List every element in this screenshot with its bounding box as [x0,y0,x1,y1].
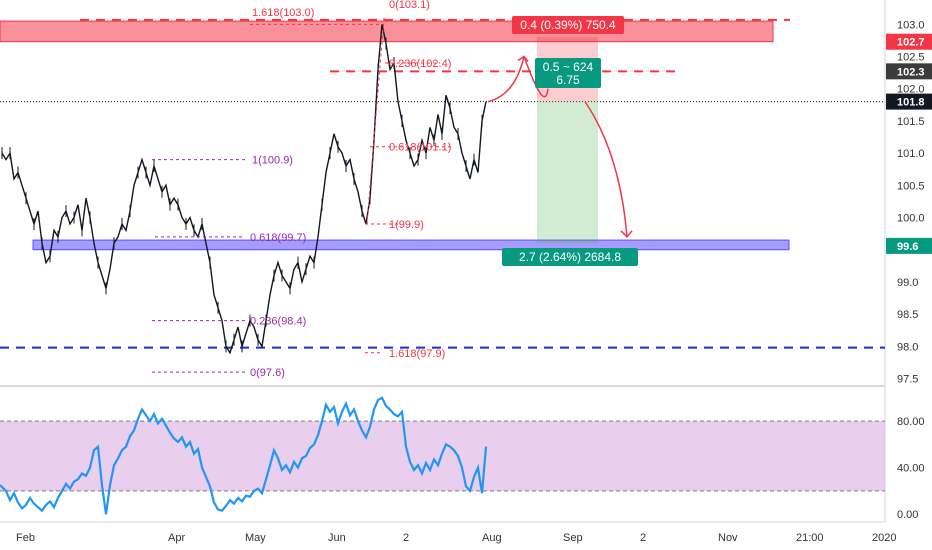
stop-label-text: 0.4 (0.39%) 750.4 [520,18,616,32]
fib-label: 0.618(99.7) [250,232,306,244]
x-tick-label: Jun [328,532,346,544]
fib-label: 1(100.9) [252,155,293,167]
y-tick-label: 99.0 [897,277,918,289]
x-tick-label: 2 [403,532,409,544]
x-tick-label: Apr [168,532,185,544]
arrow-head [620,230,633,238]
fib-trend-line [366,17,385,225]
price-badge [886,63,932,80]
entry-label-text: 6.75 [556,73,580,87]
x-tick-label: Feb [16,532,35,544]
price-series-line [1,24,487,355]
fib-label: 0.236(102.4) [389,58,451,70]
price-badge-label: 99.6 [897,241,918,253]
price-badge-label: 102.3 [897,66,925,78]
target-label-box [502,248,638,266]
y-tick-label: 100.0 [897,213,925,225]
y-tick-label: 102.0 [897,84,925,96]
y-tick-label: 98.0 [897,341,918,353]
oscillator-tick-label: 0.00 [897,509,918,521]
x-tick-label: 2 [640,532,646,544]
price-badge [886,33,932,50]
fib-label: 1.618(103.0) [252,7,314,19]
x-tick-label: Sep [563,532,583,544]
entry-label-box [535,58,601,88]
target-label-text: 2.7 (2.64%) 2684.8 [519,250,621,264]
x-tick-label: May [245,532,266,544]
y-tick-label: 103.0 [897,19,925,31]
y-tick-label: 100.5 [897,180,925,192]
price-badge [886,93,932,110]
oscillator-band [0,421,885,491]
position-target-area [537,101,598,244]
oscillator-series-line [0,396,488,515]
x-tick-label: 21:00 [796,532,824,544]
y-tick-label: 98.5 [897,309,918,321]
fib-label: 0(103.1) [389,0,430,11]
x-tick-label: Aug [482,532,502,544]
price-badge-label: 101.8 [897,97,925,109]
projection-arrow [584,101,628,237]
y-tick-label: 97.5 [897,374,918,386]
arrow-head [517,55,529,62]
oscillator-tick-label: 80.00 [897,416,925,428]
y-tick-label: 101.5 [897,116,925,128]
fib-label: 0.236(98.4) [250,316,306,328]
y-tick-label: 101.0 [897,148,925,160]
projection-arrow [523,56,549,98]
projection-arrow [487,56,525,103]
fib-label: 0.618(101.1) [389,142,451,154]
x-tick-label: 2020 [872,532,896,544]
fib-label: 0(97.6) [250,367,285,379]
fib-label: 1.618(97.9) [389,348,445,360]
entry-label-text: 0.5 ~ 624 [543,60,594,74]
support-zone [32,239,790,251]
stop-label-box [512,16,624,34]
price-badge [886,237,932,254]
x-tick-label: Nov [718,532,738,544]
price-badge-label: 102.7 [897,37,925,49]
oscillator-tick-label: 40.00 [897,463,925,475]
fib-label: 1(99.9) [389,219,424,231]
y-tick-label: 102.5 [897,52,925,64]
